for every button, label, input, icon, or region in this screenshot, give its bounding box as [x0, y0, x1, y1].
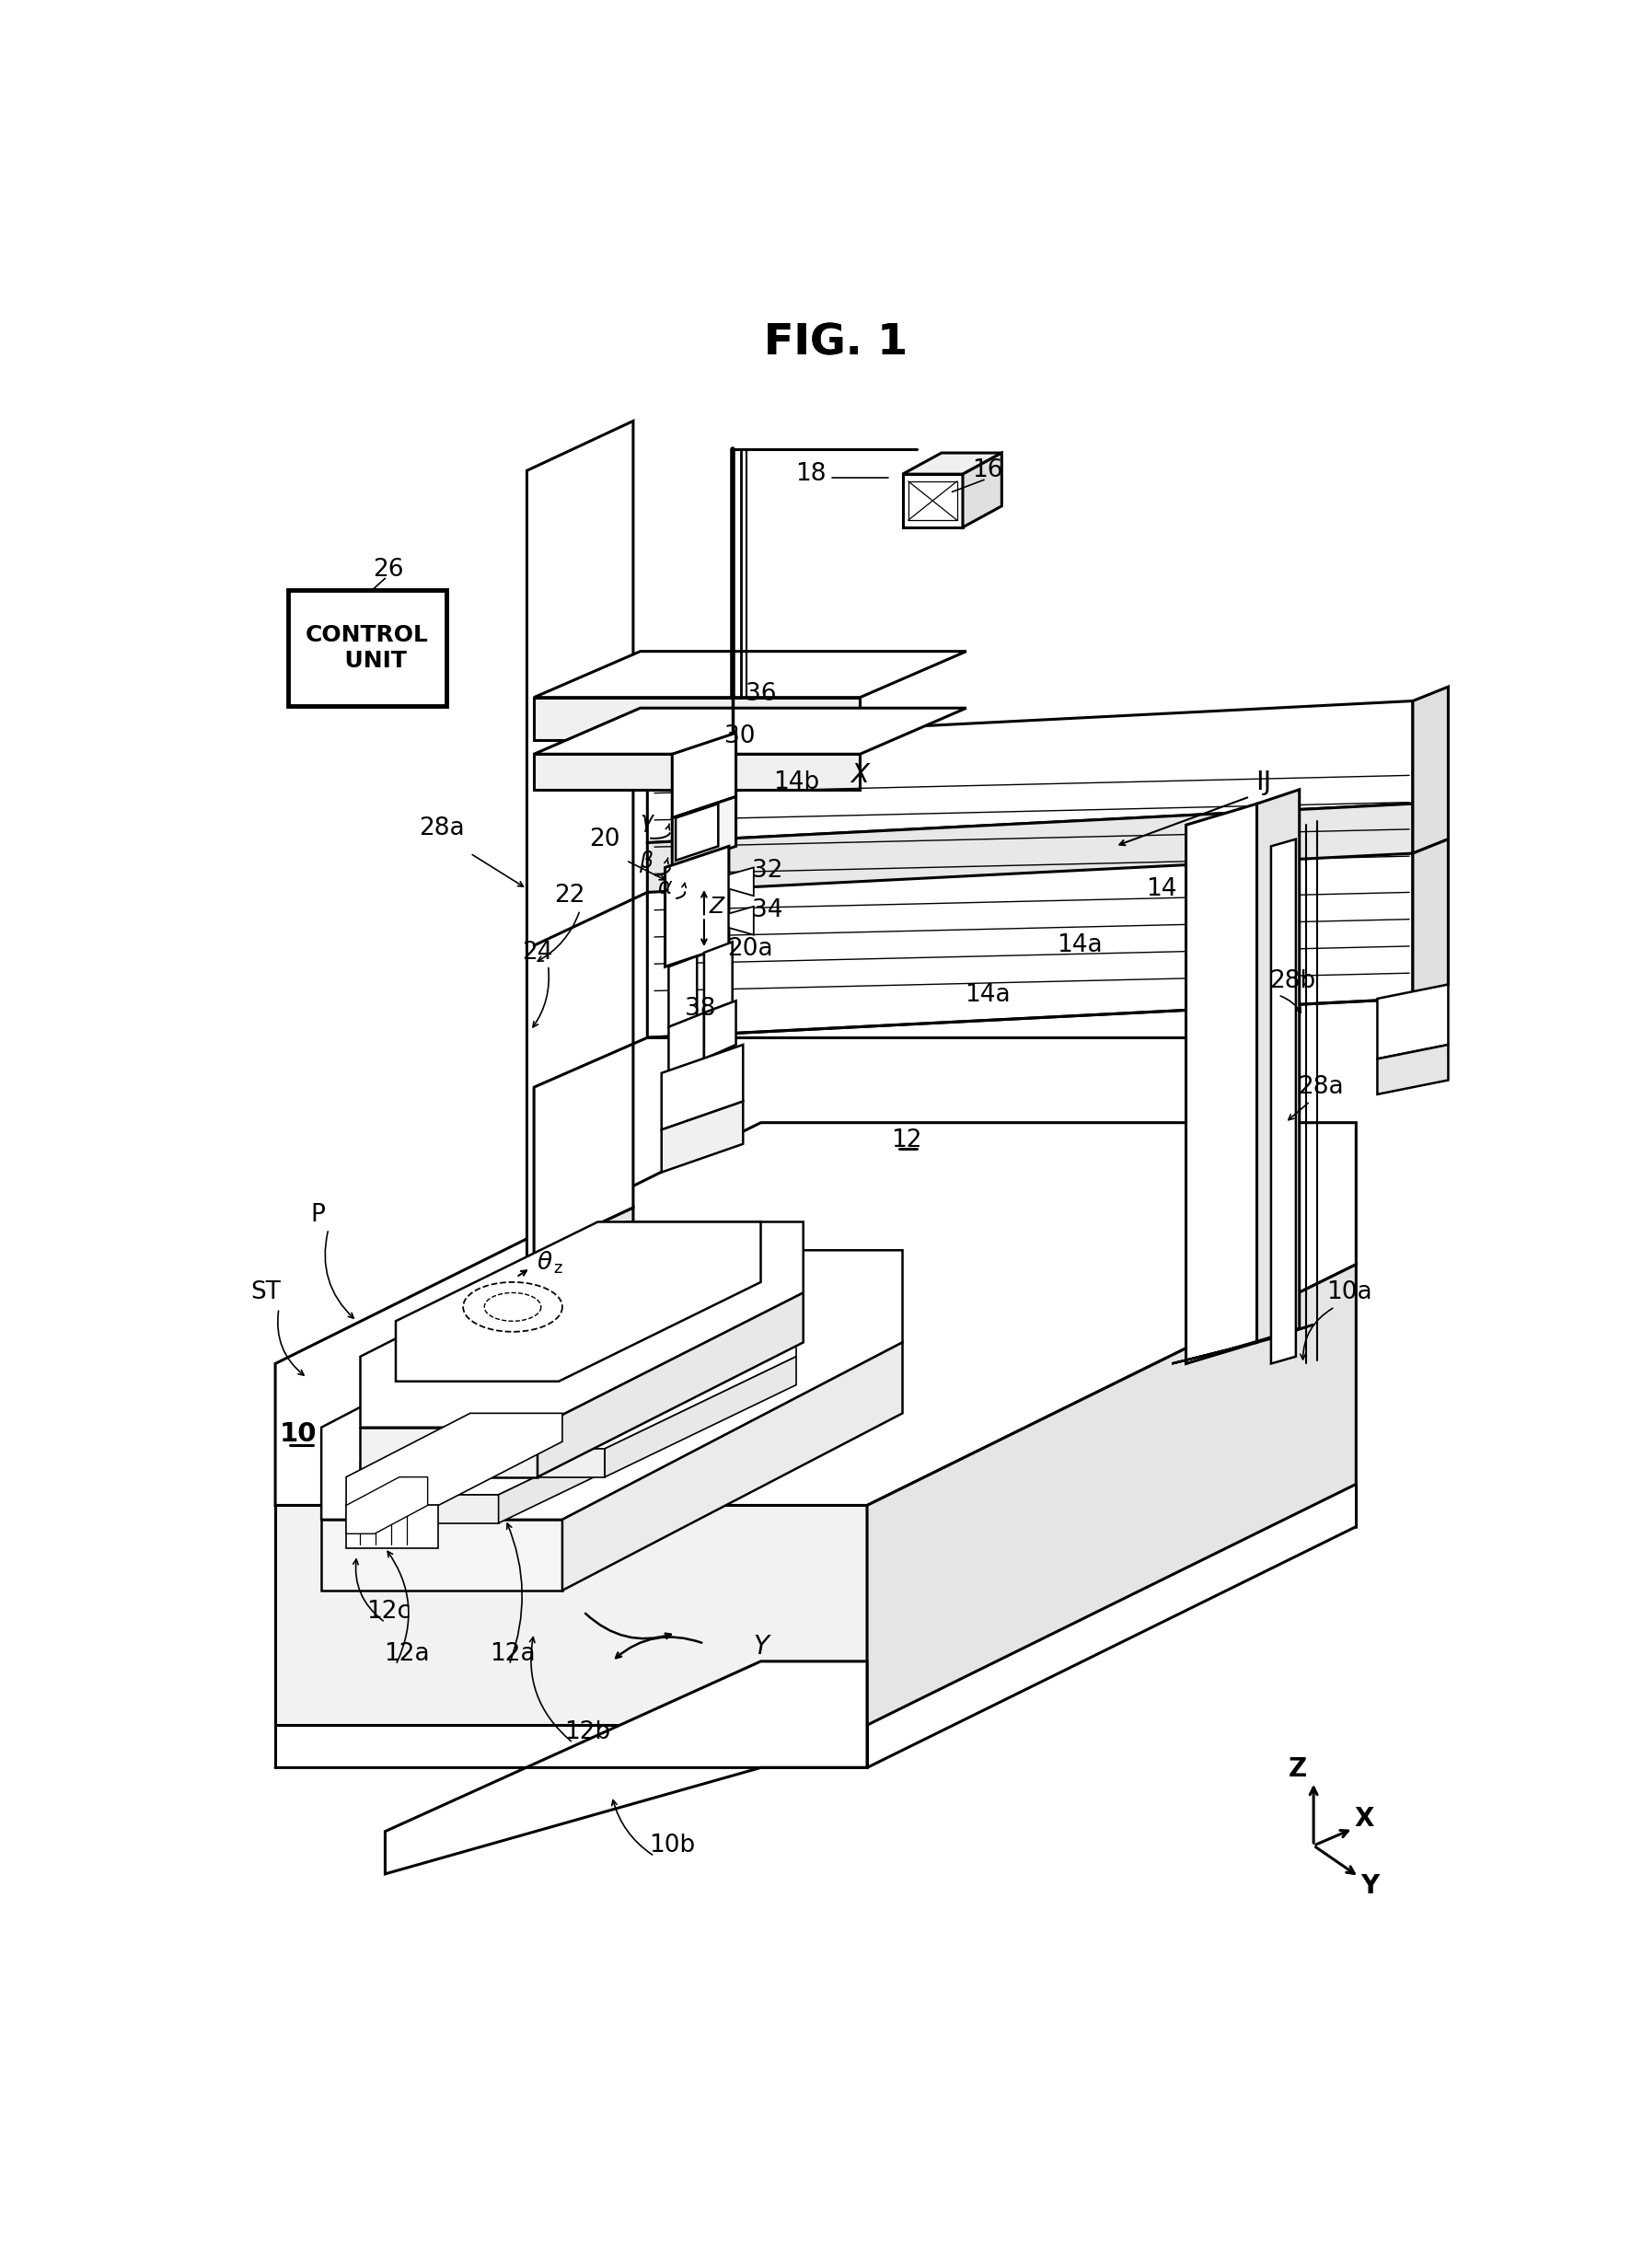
Text: Y: Y: [754, 1635, 768, 1660]
Polygon shape: [1377, 1046, 1448, 1093]
Polygon shape: [346, 1476, 427, 1533]
Polygon shape: [276, 1123, 1355, 1506]
Polygon shape: [662, 1046, 744, 1129]
Text: 32: 32: [752, 860, 783, 882]
Text: 12: 12: [891, 1129, 922, 1152]
Polygon shape: [662, 1102, 744, 1173]
Polygon shape: [902, 474, 962, 526]
Text: z: z: [553, 1259, 561, 1277]
Polygon shape: [466, 1449, 605, 1476]
Text: CONTROL
  UNIT: CONTROL UNIT: [305, 624, 429, 671]
Polygon shape: [346, 1506, 439, 1547]
Text: 12a: 12a: [489, 1642, 535, 1667]
Text: 34: 34: [752, 898, 783, 923]
Text: P: P: [310, 1202, 325, 1227]
Polygon shape: [321, 1520, 563, 1590]
Polygon shape: [669, 1014, 705, 1073]
Polygon shape: [868, 1263, 1355, 1726]
Text: 14a: 14a: [964, 982, 1010, 1007]
Polygon shape: [672, 796, 736, 866]
Text: 10a: 10a: [1326, 1281, 1372, 1304]
Text: 28a: 28a: [1298, 1075, 1344, 1100]
Text: 12b: 12b: [564, 1719, 610, 1744]
Polygon shape: [1171, 1325, 1313, 1363]
Polygon shape: [563, 1343, 902, 1590]
Polygon shape: [705, 1000, 736, 1059]
Polygon shape: [499, 1402, 690, 1524]
Text: β: β: [639, 850, 652, 873]
Text: X: X: [851, 762, 869, 789]
Text: 28a: 28a: [419, 816, 465, 841]
Polygon shape: [533, 696, 860, 739]
Text: ST: ST: [251, 1281, 281, 1304]
Text: 14b: 14b: [773, 771, 819, 794]
Text: α: α: [657, 875, 672, 898]
Text: 14a: 14a: [1057, 934, 1103, 957]
Polygon shape: [729, 866, 754, 896]
Text: 28b: 28b: [1269, 968, 1316, 993]
Text: 10: 10: [281, 1422, 318, 1447]
Polygon shape: [669, 957, 696, 1027]
Text: 20: 20: [589, 828, 620, 850]
Polygon shape: [1377, 984, 1448, 1059]
Text: Z: Z: [1288, 1755, 1306, 1783]
FancyBboxPatch shape: [289, 590, 447, 705]
Polygon shape: [360, 1427, 538, 1476]
Polygon shape: [466, 1325, 796, 1449]
Polygon shape: [1258, 789, 1300, 1343]
Text: 10b: 10b: [649, 1833, 695, 1857]
Text: 22: 22: [555, 885, 586, 907]
Text: 38: 38: [685, 998, 716, 1021]
Polygon shape: [1412, 687, 1448, 853]
Polygon shape: [385, 1660, 868, 1873]
Polygon shape: [360, 1222, 804, 1427]
Text: X: X: [1355, 1805, 1375, 1830]
Text: 24: 24: [522, 941, 553, 964]
Polygon shape: [321, 1250, 902, 1520]
Polygon shape: [533, 651, 966, 696]
Polygon shape: [729, 907, 754, 934]
Text: Z: Z: [709, 896, 724, 919]
Text: 20a: 20a: [727, 937, 773, 962]
Polygon shape: [538, 1293, 804, 1476]
Polygon shape: [396, 1222, 760, 1381]
Polygon shape: [962, 454, 1001, 526]
Text: 16: 16: [972, 458, 1003, 483]
Polygon shape: [360, 1495, 499, 1524]
Polygon shape: [648, 701, 1412, 844]
Text: 12a: 12a: [383, 1642, 429, 1667]
Polygon shape: [360, 1370, 690, 1495]
Polygon shape: [705, 941, 732, 1014]
Polygon shape: [648, 803, 1412, 891]
Text: 14: 14: [1145, 878, 1176, 900]
Polygon shape: [527, 1207, 633, 1406]
Text: FIG. 1: FIG. 1: [763, 322, 908, 363]
Polygon shape: [1412, 839, 1448, 998]
Polygon shape: [533, 753, 860, 789]
Polygon shape: [665, 846, 729, 966]
Text: Y: Y: [1360, 1873, 1380, 1898]
Polygon shape: [527, 422, 633, 1256]
Polygon shape: [1271, 839, 1297, 1363]
Polygon shape: [346, 1413, 563, 1506]
Text: IJ: IJ: [1256, 769, 1272, 796]
Text: 18: 18: [794, 463, 825, 485]
Polygon shape: [902, 454, 1001, 474]
Polygon shape: [605, 1356, 796, 1476]
Polygon shape: [675, 803, 718, 860]
Text: 30: 30: [724, 723, 755, 748]
Text: FIG. 1: FIG. 1: [763, 322, 908, 363]
Polygon shape: [672, 733, 736, 819]
Text: $\theta$: $\theta$: [537, 1252, 553, 1275]
Text: γ: γ: [639, 810, 652, 832]
Text: 12c: 12c: [367, 1599, 411, 1624]
Text: 26: 26: [373, 558, 404, 583]
Text: 36: 36: [745, 683, 776, 705]
Polygon shape: [1186, 803, 1258, 1363]
Polygon shape: [533, 708, 966, 753]
Polygon shape: [276, 1506, 868, 1726]
